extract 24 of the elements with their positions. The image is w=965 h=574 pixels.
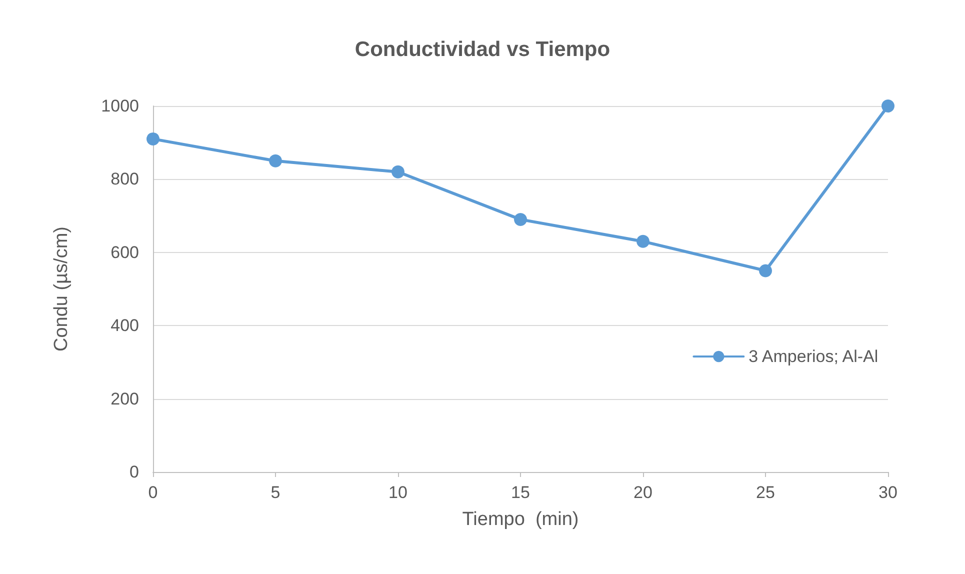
point — [759, 264, 772, 278]
y-tick-label: 0 — [130, 462, 139, 482]
x-tick-label: 25 — [756, 483, 775, 502]
y-tick-label: 600 — [110, 242, 139, 262]
y-tick-label: 400 — [110, 316, 139, 336]
y-tick-label: 1000 — [101, 96, 139, 116]
point — [146, 132, 160, 146]
y-axis-title: Condu (µs/cm) — [51, 226, 72, 352]
y-tick-label: 800 — [110, 170, 139, 189]
x-tick-label: 5 — [270, 483, 280, 502]
point — [636, 234, 650, 248]
point — [392, 165, 404, 178]
x-tick-label: 10 — [388, 483, 408, 502]
x-tick-label: 20 — [634, 483, 652, 502]
x-tick-label: 15 — [511, 483, 530, 502]
legend-label: 3 Amperios; Al-Al — [748, 347, 878, 366]
chart-title: Conductividad vs Tiempo — [354, 38, 610, 61]
x-tick-label: 30 — [878, 483, 898, 502]
x-tick-label: 0 — [148, 483, 158, 502]
x-axis-title: Tiempo (min) — [462, 509, 579, 530]
y-tick-label: 200 — [110, 389, 139, 408]
point — [269, 154, 282, 168]
point — [514, 212, 527, 226]
point — [882, 100, 894, 112]
